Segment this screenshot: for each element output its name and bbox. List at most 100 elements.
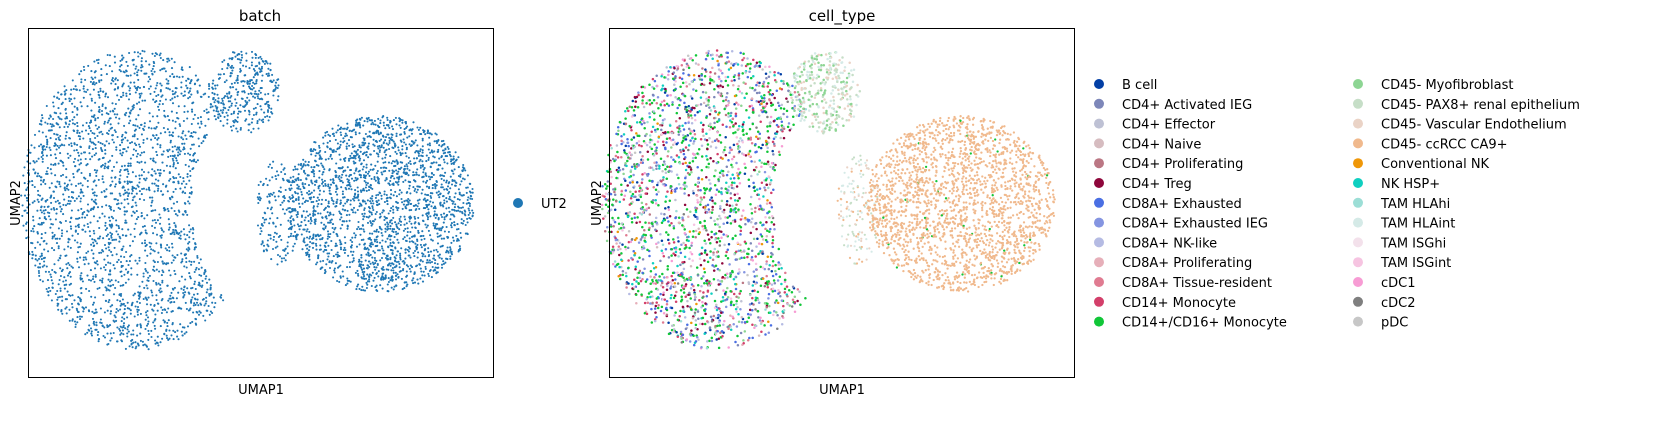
scatter-point [460, 206, 463, 209]
scatter-point [119, 333, 122, 336]
scatter-point [186, 173, 189, 176]
scatter-point [97, 110, 100, 113]
scatter-point [441, 186, 444, 189]
scatter-point [290, 232, 293, 235]
scatter-point [335, 188, 338, 191]
scatter-point [197, 304, 200, 307]
x-axis-label-batch: UMAP1 [238, 383, 284, 398]
scatter-point [416, 144, 419, 147]
scatter-point [93, 244, 96, 247]
scatter-point [79, 318, 82, 321]
scatter-point [266, 207, 269, 210]
scatter-point [356, 208, 359, 212]
scatter-point [254, 90, 257, 93]
scatter-point [427, 251, 430, 254]
scatter-point [161, 260, 164, 263]
scatter-point [188, 158, 192, 162]
scatter-point [265, 73, 268, 76]
scatter-point [164, 185, 167, 188]
scatter-point [391, 128, 395, 131]
scatter-point [311, 237, 314, 240]
scatter-point [395, 195, 398, 198]
scatter-point [302, 163, 305, 166]
scatter-point [377, 131, 380, 134]
scatter-point [41, 197, 44, 200]
scatter-point [352, 257, 355, 260]
scatter-point [429, 200, 432, 203]
scatter-point [361, 268, 364, 271]
scatter-point [49, 122, 52, 126]
scatter-point [153, 250, 156, 253]
scatter-point [37, 257, 41, 260]
scatter-point [386, 283, 389, 286]
scatter-point [397, 260, 400, 263]
scatter-point [56, 237, 59, 240]
scatter-point [467, 196, 470, 199]
scatter-point [87, 125, 90, 128]
scatter-point [128, 122, 131, 125]
scatter-point [131, 108, 134, 111]
scatter-point [345, 128, 348, 131]
scatter-point [93, 267, 97, 270]
scatter-point [170, 334, 173, 337]
scatter-point [307, 220, 310, 223]
scatter-point [365, 281, 368, 284]
scatter-point [135, 102, 139, 105]
scatter-point [152, 60, 155, 63]
scatter-point [385, 268, 388, 271]
scatter-point [54, 163, 57, 166]
scatter-point [60, 234, 63, 238]
scatter-point [232, 66, 235, 69]
scatter-point [777, 104, 781, 107]
scatter-point [437, 190, 440, 193]
scatter-point [386, 203, 389, 206]
scatter-point [369, 168, 372, 171]
scatter-point [450, 251, 453, 255]
scatter-point [265, 102, 268, 105]
scatter-point [111, 109, 114, 112]
scatter-point [435, 140, 438, 143]
scatter-point [287, 207, 290, 210]
scatter-point [188, 192, 191, 195]
scatter-point [39, 278, 42, 281]
scatter-point [188, 66, 191, 69]
scatter-point [432, 222, 435, 225]
scatter-point [374, 286, 377, 289]
scatter-point [283, 257, 286, 260]
scatter-point [191, 168, 194, 171]
scatter-point [130, 273, 133, 276]
scatter-point [447, 206, 450, 209]
scatter-point [150, 242, 153, 245]
scatter-point [651, 77, 655, 81]
scatter-point [419, 158, 422, 161]
scatter-point [115, 219, 118, 222]
scatter-point [260, 70, 263, 73]
scatter-point [355, 121, 358, 124]
scatter-point [292, 168, 295, 171]
scatter-point [356, 190, 360, 193]
scatter-point [363, 151, 366, 154]
scatter-point [112, 283, 115, 286]
scatter-point [386, 228, 389, 231]
scatter-point [328, 169, 331, 172]
scatter-point [199, 258, 202, 261]
scatter-point [173, 61, 176, 64]
scatter-point [109, 284, 112, 287]
scatter-point [315, 164, 318, 167]
scatter-point [105, 204, 108, 207]
scatter-point [76, 321, 79, 324]
scatter-point [136, 305, 140, 309]
scatter-point [363, 215, 366, 218]
scatter-point [87, 250, 90, 253]
scatter-point [453, 168, 456, 171]
scatter-point [205, 296, 208, 299]
scatter-point [128, 93, 132, 96]
scatter-point [190, 260, 193, 263]
scatter-point [65, 187, 68, 190]
scatter-point [349, 250, 353, 253]
scatter-point [122, 91, 125, 94]
scatter-point [389, 119, 392, 122]
scatter-point [157, 251, 160, 254]
scatter-point [394, 164, 397, 167]
scatter-point [464, 223, 467, 227]
